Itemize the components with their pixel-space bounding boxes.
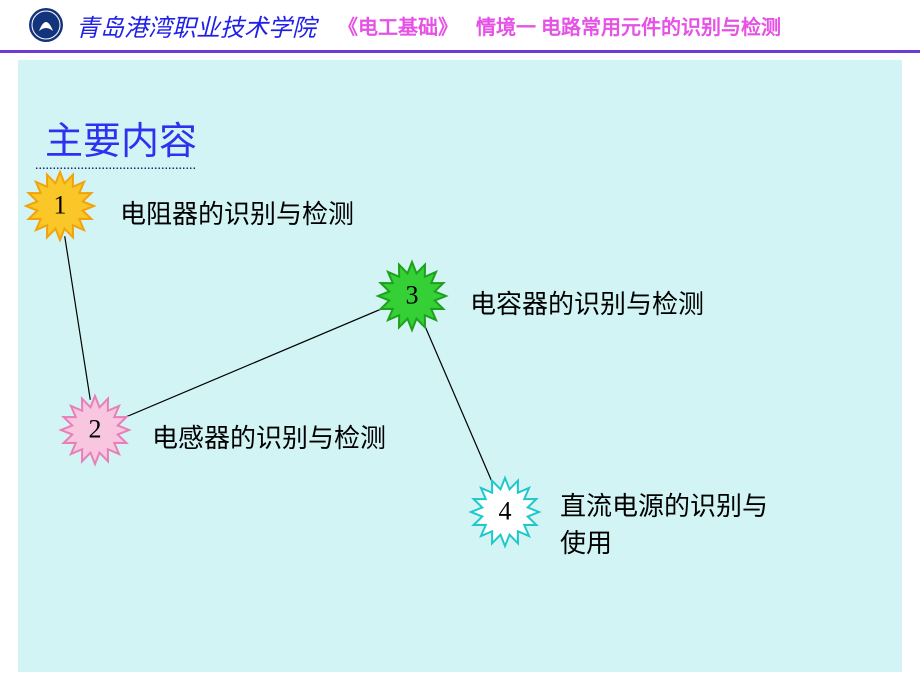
node-n2: 2 (55, 390, 135, 470)
node-number: 2 (89, 414, 102, 444)
institution-name: 青岛港湾职业技术学院 (76, 8, 316, 43)
header: 青岛港湾职业技术学院 《电工基础》 情境一 电路常用元件的识别与检测 (0, 0, 920, 50)
course-name: 《电工基础》 (338, 11, 458, 40)
node-number: 1 (54, 190, 67, 220)
node-label: 直流电源的识别与使用 (560, 486, 790, 560)
node-n3: 3 (372, 256, 452, 336)
context-title: 情境一 电路常用元件的识别与检测 (476, 11, 781, 40)
node-label: 电容器的识别与检测 (470, 284, 704, 321)
node-label: 电阻器的识别与检测 (120, 194, 354, 231)
slide-title: 主要内容 (45, 110, 197, 165)
header-rule (0, 50, 920, 53)
node-n1: 1 (20, 166, 100, 246)
node-number: 3 (406, 280, 419, 310)
node-n4: 4 (465, 472, 545, 552)
school-logo-icon (28, 7, 64, 43)
node-label: 电感器的识别与检测 (152, 418, 386, 455)
node-number: 4 (499, 496, 512, 526)
